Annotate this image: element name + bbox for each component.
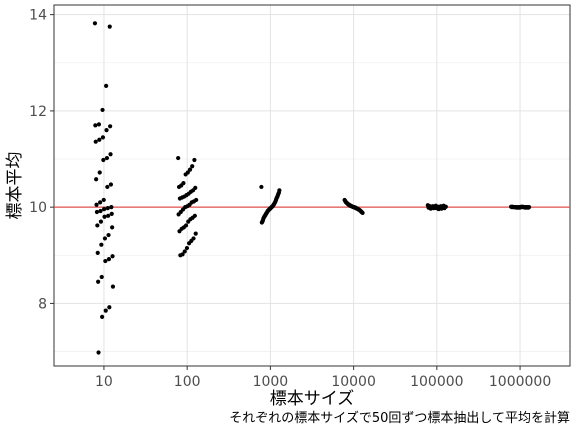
data-point: [109, 205, 114, 210]
chart-caption: それぞれの標本サイズで50回ずつ標本抽出して平均を計算: [229, 410, 570, 426]
data-point: [182, 249, 187, 254]
data-point: [176, 155, 181, 161]
data-point: [102, 214, 107, 219]
data-point: [105, 184, 110, 190]
y-tick-label: 12: [29, 104, 47, 120]
x-tick-label: 10: [95, 374, 113, 390]
data-point: [102, 236, 108, 241]
data-point: [98, 219, 104, 224]
data-point: [105, 206, 110, 211]
data-point: [177, 196, 183, 201]
data-point: [99, 242, 104, 247]
x-tick-label: 1000: [253, 374, 289, 390]
data-point: [110, 284, 116, 289]
data-point: [100, 135, 106, 140]
data-point: [177, 229, 182, 234]
y-axis-title: 標本平均: [5, 152, 25, 220]
data-point: [108, 124, 113, 129]
data-point: [259, 184, 264, 190]
data-point: [428, 206, 433, 211]
data-point: [436, 206, 441, 212]
y-axis-ticks: 8 10 12 14: [29, 8, 54, 312]
y-tick-label: 14: [29, 8, 47, 24]
data-point: [93, 123, 98, 128]
data-point: [92, 21, 98, 26]
y-tick-label: 10: [29, 200, 47, 216]
data-point: [98, 200, 103, 205]
data-point: [95, 223, 100, 228]
data-point: [259, 220, 264, 225]
y-tick-label: 8: [38, 296, 47, 312]
data-point: [94, 177, 99, 182]
data-points: [92, 21, 532, 355]
data-point: [101, 197, 106, 203]
data-point: [107, 24, 112, 29]
data-point: [184, 245, 190, 251]
data-point: [106, 213, 111, 218]
data-point: [176, 184, 182, 190]
data-point: [107, 305, 112, 310]
data-point: [186, 219, 191, 224]
x-tick-label: 1000000: [489, 374, 551, 390]
data-point: [109, 211, 114, 216]
data-point: [108, 182, 114, 187]
data-point: [100, 107, 105, 113]
data-point: [100, 314, 105, 320]
data-point: [187, 167, 193, 172]
data-point: [110, 225, 115, 230]
data-point: [106, 257, 112, 262]
x-axis-ticks: 10 100 1000 10000 100000 1000000: [95, 366, 551, 390]
data-point: [110, 254, 115, 259]
data-point: [96, 279, 101, 284]
data-point: [98, 208, 103, 214]
data-point: [97, 170, 102, 175]
major-gridlines: [54, 5, 570, 366]
data-point: [96, 122, 102, 127]
data-point: [94, 209, 100, 215]
data-point: [102, 206, 107, 212]
x-tick-label: 100000: [410, 374, 463, 390]
data-point: [104, 83, 109, 88]
data-point: [101, 157, 106, 163]
data-point: [517, 205, 522, 210]
x-axis-title: 標本サイズ: [270, 389, 355, 409]
data-point: [192, 157, 197, 163]
data-point: [99, 274, 104, 280]
data-point: [176, 212, 181, 217]
data-point: [106, 232, 111, 238]
data-point: [108, 152, 113, 157]
data-point: [187, 241, 192, 246]
data-point: [103, 258, 108, 264]
data-point: [183, 172, 188, 177]
data-point: [178, 253, 183, 258]
data-point: [193, 231, 198, 236]
minor-gridlines: [54, 62, 570, 352]
data-point: [526, 205, 531, 210]
data-point: [190, 164, 195, 169]
data-point: [96, 350, 101, 355]
data-point: [104, 128, 109, 133]
plot-panel-border: [53, 4, 571, 367]
data-point: [97, 137, 102, 142]
x-tick-label: 10000: [331, 374, 376, 390]
data-point: [104, 155, 110, 161]
data-point: [360, 210, 365, 216]
data-point: [93, 139, 98, 144]
x-tick-label: 100: [174, 374, 201, 390]
data-point: [95, 250, 100, 255]
data-point: [94, 202, 99, 207]
data-point: [103, 308, 108, 313]
